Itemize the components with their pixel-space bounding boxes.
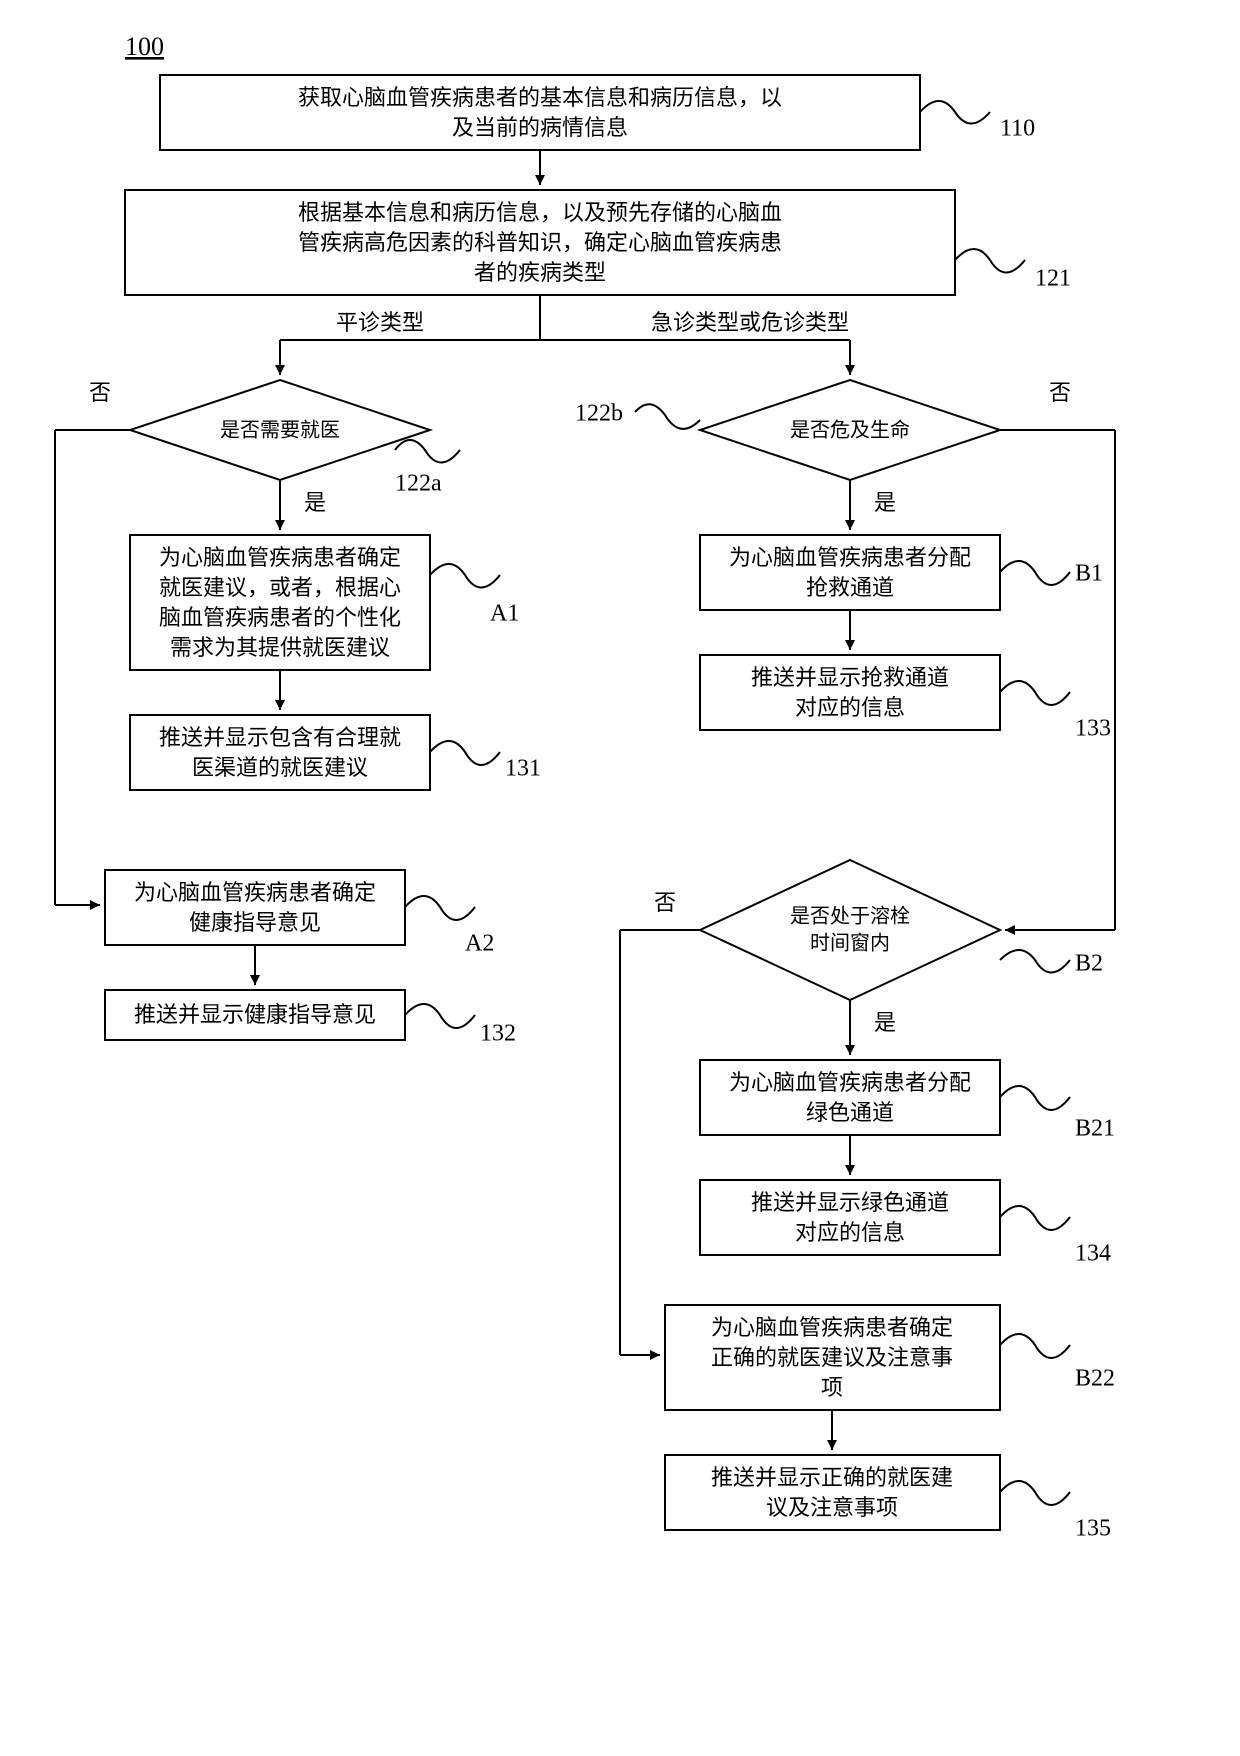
- node-121: 根据基本信息和病历信息，以及预先存储的心脑血 管疾病高危因素的科普知识，确定心脑…: [125, 190, 1071, 295]
- node-B22: 为心脑血管疾病患者确定 正确的就医建议及注意事 项 B22: [665, 1305, 1115, 1410]
- svg-text:对应的信息: 对应的信息: [795, 1220, 905, 1245]
- svg-text:就医建议，或者，根据心: 就医建议，或者，根据心: [159, 575, 401, 600]
- svg-text:是否危及生命: 是否危及生命: [790, 419, 910, 442]
- node-B21: 为心脑血管疾病患者分配 绿色通道 B21: [700, 1060, 1115, 1142]
- node-135: 推送并显示正确的就医建 议及注意事项 135: [665, 1455, 1111, 1542]
- svg-text:根据基本信息和病历信息，以及预先存储的心脑血: 根据基本信息和病历信息，以及预先存储的心脑血: [298, 200, 782, 225]
- svg-text:132: 132: [480, 1021, 516, 1047]
- svg-text:及当前的病情信息: 及当前的病情信息: [452, 115, 628, 140]
- svg-text:A1: A1: [490, 601, 519, 627]
- svg-text:131: 131: [505, 756, 541, 782]
- branch-routine: 平诊类型: [336, 310, 424, 335]
- decision-122a: 是否需要就医 122a: [130, 380, 460, 497]
- node-B1: 为心脑血管疾病患者分配 抢救通道 B1: [700, 535, 1103, 610]
- svg-text:者的疾病类型: 者的疾病类型: [474, 260, 606, 285]
- svg-text:抢救通道: 抢救通道: [806, 575, 894, 600]
- svg-text:推送并显示正确的就医建: 推送并显示正确的就医建: [711, 1465, 953, 1490]
- svg-text:否: 否: [654, 890, 676, 915]
- svg-text:推送并显示健康指导意见: 推送并显示健康指导意见: [134, 1002, 376, 1027]
- svg-text:是: 是: [874, 1010, 896, 1035]
- svg-text:为心脑血管疾病患者确定: 为心脑血管疾病患者确定: [159, 545, 401, 570]
- svg-text:110: 110: [1000, 116, 1035, 142]
- svg-text:时间窗内: 时间窗内: [810, 932, 890, 955]
- svg-text:对应的信息: 对应的信息: [795, 695, 905, 720]
- branch-emergency: 急诊类型或危诊类型: [651, 310, 849, 335]
- svg-text:B2: B2: [1075, 951, 1103, 977]
- svg-text:B21: B21: [1075, 1116, 1115, 1142]
- node-134: 推送并显示绿色通道 对应的信息 134: [700, 1180, 1111, 1267]
- svg-text:推送并显示抢救通道: 推送并显示抢救通道: [751, 665, 949, 690]
- svg-text:获取心脑血管疾病患者的基本信息和病历信息，以: 获取心脑血管疾病患者的基本信息和病历信息，以: [298, 85, 782, 110]
- svg-text:需求为其提供就医建议: 需求为其提供就医建议: [170, 635, 390, 660]
- svg-text:是: 是: [874, 490, 896, 515]
- svg-text:为心脑血管疾病患者确定: 为心脑血管疾病患者确定: [711, 1315, 953, 1340]
- svg-text:为心脑血管疾病患者确定: 为心脑血管疾病患者确定: [134, 880, 376, 905]
- svg-text:绿色通道: 绿色通道: [806, 1100, 894, 1125]
- node-133: 推送并显示抢救通道 对应的信息 133: [700, 655, 1111, 742]
- svg-text:脑血管疾病患者的个性化: 脑血管疾病患者的个性化: [159, 605, 401, 630]
- svg-text:B1: B1: [1075, 561, 1103, 587]
- svg-text:推送并显示绿色通道: 推送并显示绿色通道: [751, 1190, 949, 1215]
- svg-text:B22: B22: [1075, 1366, 1115, 1392]
- svg-text:135: 135: [1075, 1516, 1111, 1542]
- svg-text:是: 是: [304, 490, 326, 515]
- svg-text:为心脑血管疾病患者分配: 为心脑血管疾病患者分配: [729, 1070, 971, 1095]
- svg-text:122a: 122a: [395, 471, 442, 497]
- node-A2: 为心脑血管疾病患者确定 健康指导意见 A2: [105, 870, 494, 957]
- svg-text:A2: A2: [465, 931, 494, 957]
- svg-text:为心脑血管疾病患者分配: 为心脑血管疾病患者分配: [729, 545, 971, 570]
- diagram-title: 100: [125, 32, 164, 61]
- flowchart-diagram: 100 获取心脑血管疾病患者的基本信息和病历信息，以 及当前的病情信息 110 …: [0, 0, 1240, 1756]
- node-A1: 为心脑血管疾病患者确定 就医建议，或者，根据心 脑血管疾病患者的个性化 需求为其…: [130, 535, 519, 670]
- svg-text:122b: 122b: [575, 401, 623, 427]
- decision-122b: 是否危及生命 122b: [575, 380, 1000, 480]
- node-131: 推送并显示包含有合理就 医渠道的就医建议 131: [130, 715, 541, 790]
- svg-text:否: 否: [89, 380, 111, 405]
- svg-text:医渠道的就医建议: 医渠道的就医建议: [192, 755, 368, 780]
- svg-text:是否需要就医: 是否需要就医: [220, 419, 340, 442]
- svg-text:121: 121: [1035, 266, 1071, 292]
- svg-text:管疾病高危因素的科普知识，确定心脑血管疾病患: 管疾病高危因素的科普知识，确定心脑血管疾病患: [298, 230, 782, 255]
- svg-text:134: 134: [1075, 1241, 1111, 1267]
- svg-text:项: 项: [821, 1375, 843, 1400]
- svg-text:正确的就医建议及注意事: 正确的就医建议及注意事: [711, 1345, 953, 1370]
- svg-text:是否处于溶栓: 是否处于溶栓: [790, 905, 910, 928]
- svg-text:否: 否: [1049, 380, 1071, 405]
- svg-text:推送并显示包含有合理就: 推送并显示包含有合理就: [159, 725, 401, 750]
- node-110: 获取心脑血管疾病患者的基本信息和病历信息，以 及当前的病情信息 110: [160, 75, 1035, 150]
- svg-text:健康指导意见: 健康指导意见: [189, 910, 321, 935]
- svg-text:议及注意事项: 议及注意事项: [766, 1495, 898, 1520]
- svg-text:133: 133: [1075, 716, 1111, 742]
- node-132: 推送并显示健康指导意见 132: [105, 990, 516, 1047]
